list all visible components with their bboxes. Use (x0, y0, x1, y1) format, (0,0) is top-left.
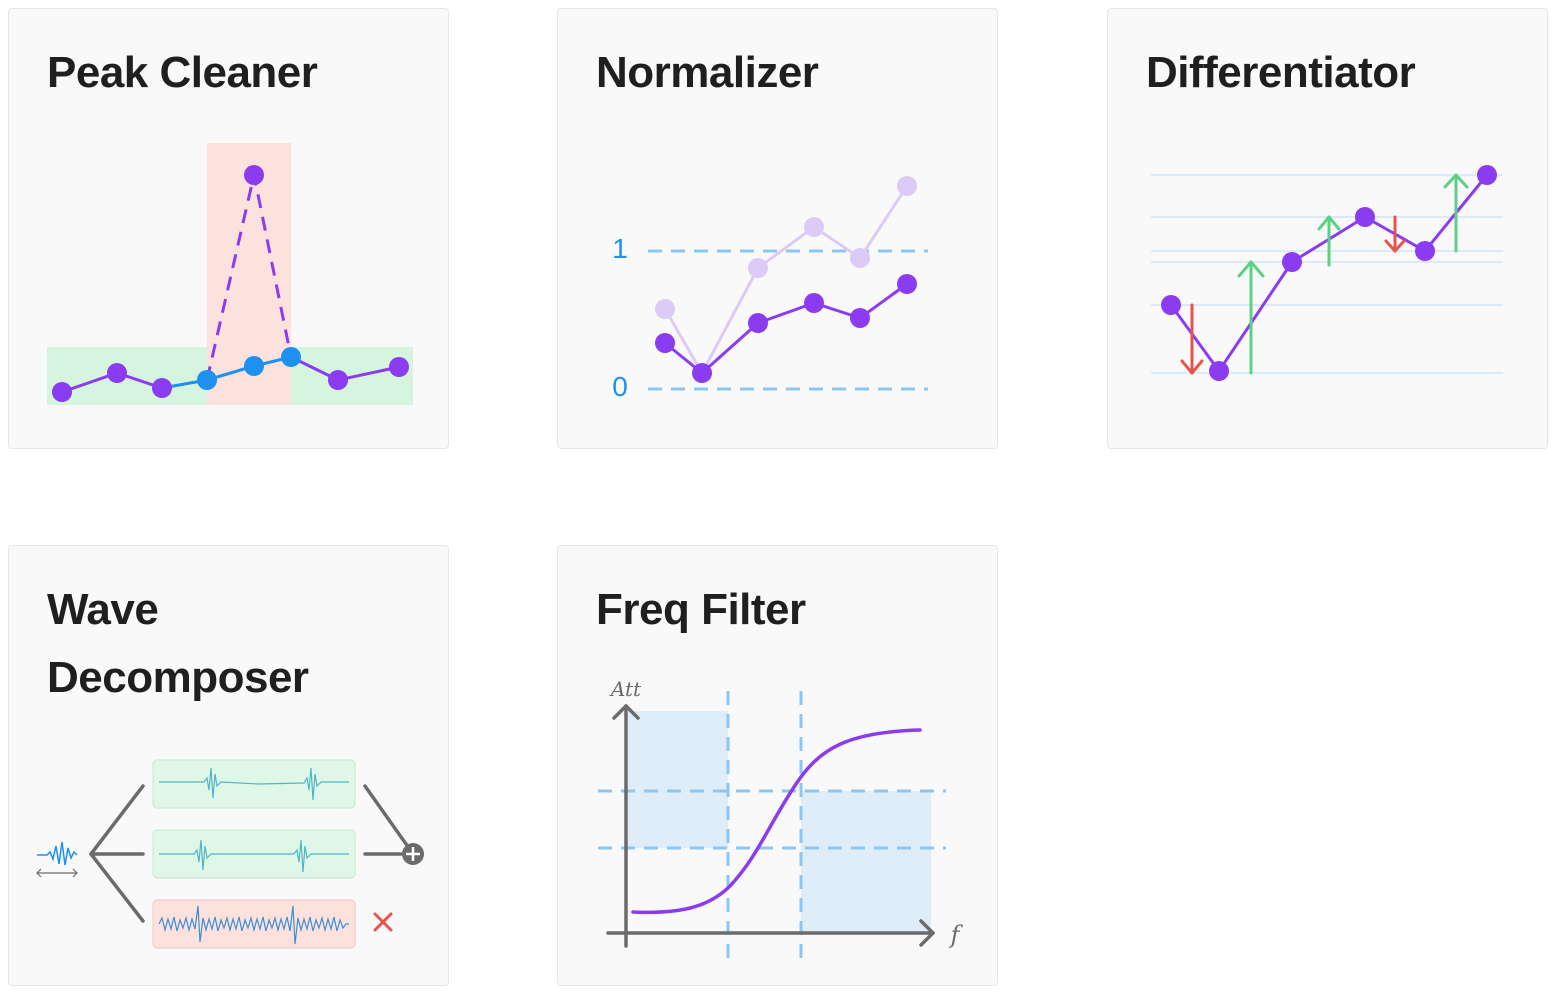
freq-filter-illustration: Att f (598, 677, 964, 958)
normalized-point (850, 308, 870, 328)
data-point (152, 378, 172, 398)
series-line (1169, 174, 1489, 374)
peak-cleaner-illustration (47, 143, 413, 405)
differentiator-illustration (1151, 165, 1503, 381)
normalizer-illustration: 1 0 (612, 176, 928, 402)
split-branches (89, 784, 145, 923)
threshold-lines (598, 691, 946, 958)
data-point (389, 357, 409, 377)
up-arrow (1443, 173, 1469, 253)
up-arrow (1317, 215, 1341, 267)
data-point (1415, 241, 1435, 261)
up-arrow (1237, 260, 1265, 375)
normalized-point (748, 313, 768, 333)
axes (606, 704, 935, 948)
original-point (850, 248, 870, 268)
data-point (52, 382, 72, 402)
component-wave (159, 767, 349, 801)
differentiator-card[interactable]: Differentiator (1107, 8, 1548, 449)
input-wave-icon (36, 841, 78, 878)
data-point (1477, 165, 1497, 185)
normalized-point (692, 363, 712, 383)
peak-point (244, 165, 264, 185)
data-point (1161, 295, 1181, 315)
card-title: Normalizer (596, 48, 819, 97)
noise-wave (158, 905, 349, 945)
down-arrow (1384, 215, 1406, 253)
wave-decomposer-card[interactable]: Wave Decomposer (8, 545, 449, 986)
cleaned-point (197, 370, 217, 390)
card-title: Wave Decomposer (47, 585, 309, 702)
data-point (1282, 252, 1302, 272)
data-point (328, 370, 348, 390)
normalized-series-line (664, 282, 908, 375)
original-series-line (663, 185, 909, 377)
passband-region (628, 711, 728, 848)
response-curve (631, 728, 922, 915)
gridlines (1151, 174, 1503, 374)
card-title: Freq Filter (596, 585, 806, 634)
card-title: Differentiator (1146, 48, 1416, 97)
x-axis-label: f (949, 921, 964, 949)
cleaned-point (244, 356, 264, 376)
original-point (748, 258, 768, 278)
normalized-point (897, 274, 917, 294)
cleaned-point (281, 347, 301, 367)
freq-filter-card[interactable]: Freq Filter Att f (557, 545, 998, 986)
plus-icon (402, 843, 424, 865)
data-point (1355, 207, 1375, 227)
stopband-region (801, 791, 931, 933)
wave-decomposer-illustration (36, 759, 424, 949)
original-point (897, 176, 917, 196)
close-icon (373, 912, 393, 932)
data-point (1209, 361, 1229, 381)
level-zero-label: 0 (612, 371, 628, 402)
peak-cleaner-card[interactable]: Peak Cleaner (8, 8, 449, 449)
normalizer-card[interactable]: Normalizer 1 0 (557, 8, 998, 449)
normalized-point (804, 293, 824, 313)
noise-box (152, 899, 356, 949)
level-one-label: 1 (612, 233, 628, 264)
merge-branches (363, 784, 413, 856)
normalized-point (655, 333, 675, 353)
y-axis-label: Att (609, 677, 642, 701)
data-point (107, 363, 127, 383)
component-wave (159, 839, 349, 873)
down-arrow (1180, 303, 1204, 375)
card-title: Peak Cleaner (47, 48, 318, 97)
original-point (655, 299, 675, 319)
original-point (804, 217, 824, 237)
